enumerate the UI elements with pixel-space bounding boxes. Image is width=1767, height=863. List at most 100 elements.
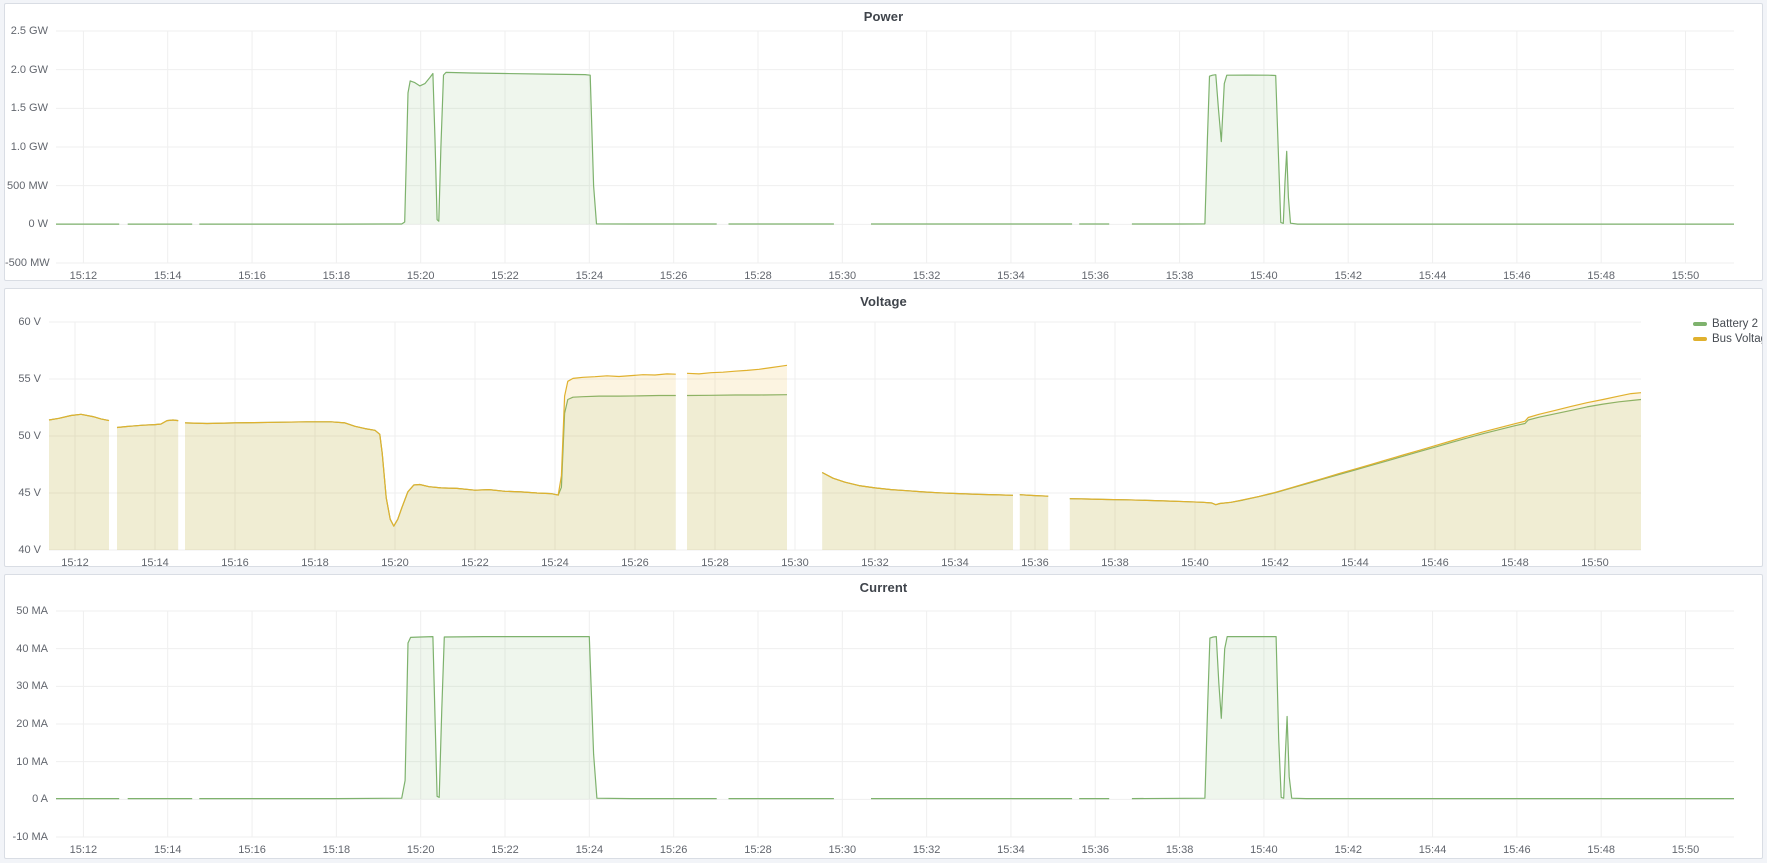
y-tick-label: 10 MA xyxy=(16,755,48,768)
series-line-battery-2 xyxy=(56,636,1734,800)
x-tick-label: 15:36 xyxy=(1081,270,1110,281)
legend-item-bus-voltage[interactable]: Bus Voltage xyxy=(1693,333,1762,345)
voltage-chart[interactable]: 60 V 55 V 50 V 45 V 40 V 15:12 15:14 15:16 15:18… xyxy=(5,289,1762,566)
x-tick-label: 15:46 xyxy=(1421,557,1449,567)
x-tick-label: 15:36 xyxy=(1081,844,1110,856)
x-tick-label: 15:24 xyxy=(541,557,569,567)
power-chart[interactable]: 2.5 GW 2.0 GW 1.5 GW 1.0 GW 500 MW 0 W -500 MW… xyxy=(5,4,1762,280)
y-tick-label: 0 A xyxy=(32,793,48,806)
x-tick-label: 15:30 xyxy=(828,270,857,281)
x-tick-label: 15:20 xyxy=(406,844,435,856)
series-area-battery-2 xyxy=(49,394,1641,550)
legend-swatch-icon xyxy=(1693,322,1707,326)
x-tick-label: 15:26 xyxy=(621,557,649,567)
current-panel: Current 50 MA 40 MA 30 MA 20 MA 10 MA 0 A -10 … xyxy=(4,574,1763,859)
current-chart[interactable]: 50 MA 40 MA 30 MA 20 MA 10 MA 0 A -10 MA 15:12 1… xyxy=(5,575,1762,858)
x-tick-label: 15:48 xyxy=(1501,557,1529,567)
x-tick-label: 15:42 xyxy=(1334,270,1362,281)
y-tick-label: 50 MA xyxy=(16,605,48,617)
legend-item-battery-2[interactable]: Battery 2 xyxy=(1693,318,1762,330)
x-tick-label: 15:42 xyxy=(1261,557,1289,567)
x-tick-label: 15:34 xyxy=(941,557,969,567)
x-tick-label: 15:32 xyxy=(912,270,941,281)
x-tick-label: 15:20 xyxy=(381,557,409,567)
y-tick-label: 500 MW xyxy=(7,179,48,192)
x-tick-label: 15:18 xyxy=(322,270,351,281)
x-tick-label: 15:12 xyxy=(61,557,89,567)
x-tick-label: 15:34 xyxy=(997,844,1025,856)
y-tick-label: -10 MA xyxy=(12,831,48,843)
y-tick-label: -500 MW xyxy=(5,257,50,269)
x-tick-label: 15:50 xyxy=(1581,557,1609,567)
series-area-battery-2 xyxy=(56,636,1734,800)
y-tick-label: 55 V xyxy=(18,373,41,385)
x-tick-label: 15:16 xyxy=(238,844,266,856)
panel-title: Voltage xyxy=(860,294,907,309)
series-area-bus-voltage xyxy=(49,365,1641,550)
x-tick-label: 15:46 xyxy=(1503,844,1531,856)
y-tick-label: 1.5 GW xyxy=(10,102,48,115)
x-tick-label: 15:32 xyxy=(861,557,889,567)
x-tick-label: 15:44 xyxy=(1418,270,1447,281)
x-tick-label: 15:14 xyxy=(153,270,182,281)
x-tick-label: 15:16 xyxy=(238,270,266,281)
x-tick-label: 15:16 xyxy=(221,557,249,567)
series-line-battery-2 xyxy=(56,71,1734,225)
x-tick-label: 15:24 xyxy=(575,270,604,281)
x-tick-label: 15:28 xyxy=(744,844,772,856)
x-tick-label: 15:26 xyxy=(659,270,688,281)
panel-title: Power xyxy=(863,9,904,24)
x-tick-label: 15:36 xyxy=(1021,557,1049,567)
x-tick-label: 15:24 xyxy=(575,844,604,856)
voltage-panel: Voltage 60 V 55 V 50 V 45 V 40 V 15:12 15:14 15… xyxy=(4,288,1763,567)
series-line-bus-voltage xyxy=(48,364,1642,527)
x-tick-label: 15:20 xyxy=(406,270,435,281)
x-tick-label: 15:18 xyxy=(322,844,351,856)
y-tick-label: 1.0 GW xyxy=(10,141,48,153)
y-tick-label: 60 V xyxy=(18,316,41,328)
x-tick-label: 15:38 xyxy=(1101,557,1129,567)
x-tick-label: 15:40 xyxy=(1250,844,1278,856)
x-tick-label: 15:46 xyxy=(1503,270,1531,281)
series-area-battery-2 xyxy=(56,72,1734,225)
y-tick-label: 20 MA xyxy=(16,718,48,730)
y-tick-label: 40 MA xyxy=(16,642,48,655)
panel-title: Current xyxy=(859,580,908,595)
x-tick-label: 15:12 xyxy=(69,270,98,281)
legend: Battery 2 Bus Voltage xyxy=(1693,318,1762,345)
x-tick-label: 15:30 xyxy=(828,844,857,856)
x-tick-label: 15:42 xyxy=(1334,844,1362,856)
x-tick-label: 15:38 xyxy=(1165,844,1194,856)
y-tick-label: 2.5 GW xyxy=(10,25,48,37)
x-tick-label: 15:50 xyxy=(1671,270,1700,281)
x-tick-label: 15:28 xyxy=(701,557,729,567)
x-tick-label: 15:12 xyxy=(69,844,98,856)
x-tick-label: 15:18 xyxy=(301,557,329,567)
y-tick-label: 2.0 GW xyxy=(10,63,48,76)
x-tick-label: 15:22 xyxy=(491,844,519,856)
legend-swatch-icon xyxy=(1693,337,1707,341)
x-tick-label: 15:30 xyxy=(781,557,809,567)
x-tick-label: 15:28 xyxy=(744,270,772,281)
x-tick-label: 15:48 xyxy=(1587,844,1615,856)
plot-area[interactable] xyxy=(48,321,1642,551)
x-tick-label: 15:50 xyxy=(1671,844,1700,856)
x-tick-label: 15:40 xyxy=(1181,557,1209,567)
x-tick-label: 15:40 xyxy=(1250,270,1278,281)
x-tick-label: 15:14 xyxy=(141,557,169,567)
legend-label: Battery 2 xyxy=(1712,318,1759,330)
x-tick-label: 15:48 xyxy=(1587,270,1615,281)
y-tick-label: 0 W xyxy=(28,218,48,231)
x-tick-label: 15:38 xyxy=(1165,270,1194,281)
x-tick-label: 15:34 xyxy=(997,270,1025,281)
x-tick-label: 15:32 xyxy=(912,844,941,856)
legend-label: Bus Voltage xyxy=(1712,333,1762,345)
y-tick-label: 45 V xyxy=(18,487,41,499)
x-tick-label: 15:26 xyxy=(659,844,688,856)
plot-area[interactable] xyxy=(56,30,1734,264)
x-tick-label: 15:14 xyxy=(153,844,182,856)
x-tick-label: 15:22 xyxy=(491,270,519,281)
x-tick-label: 15:22 xyxy=(461,557,489,567)
plot-area[interactable] xyxy=(56,610,1734,838)
